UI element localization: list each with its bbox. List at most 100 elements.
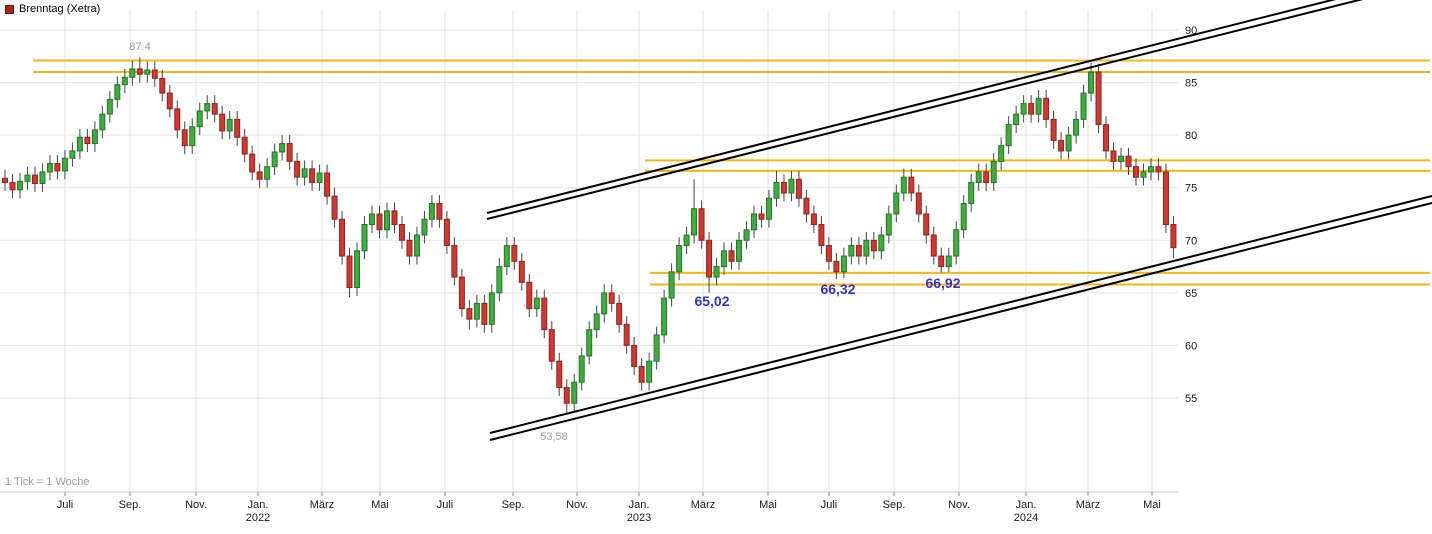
candle-body bbox=[354, 250, 361, 289]
price-annotation: 87.4 bbox=[129, 41, 150, 53]
candle-body bbox=[114, 84, 121, 100]
x-axis-label: Sep. bbox=[883, 499, 906, 511]
candle bbox=[331, 187, 338, 228]
candle bbox=[391, 202, 398, 233]
candle bbox=[983, 163, 990, 191]
candle-body bbox=[234, 118, 241, 138]
candle-body bbox=[316, 172, 323, 183]
candle-body bbox=[279, 143, 286, 153]
candle-body bbox=[938, 255, 945, 268]
candle-body bbox=[825, 245, 832, 262]
candle-body bbox=[736, 239, 743, 262]
candle bbox=[780, 174, 787, 202]
candle bbox=[593, 305, 600, 339]
candle bbox=[481, 294, 488, 333]
candle bbox=[848, 237, 855, 265]
candle bbox=[533, 289, 540, 318]
candle-body bbox=[159, 77, 166, 94]
candle bbox=[503, 237, 510, 275]
candle-body bbox=[443, 218, 450, 247]
candle-body bbox=[196, 110, 203, 128]
candle bbox=[99, 105, 106, 139]
candle bbox=[16, 172, 23, 199]
candle-body bbox=[855, 245, 862, 257]
legend: Brenntag (Xetra) bbox=[5, 3, 100, 15]
y-axis-label: 55 bbox=[1185, 393, 1197, 405]
y-axis-label: 65 bbox=[1185, 288, 1197, 300]
candle bbox=[1103, 116, 1110, 160]
candle bbox=[443, 210, 450, 254]
candle bbox=[818, 216, 825, 254]
candle bbox=[1147, 158, 1154, 181]
candle-body bbox=[975, 171, 982, 183]
candle-body bbox=[1118, 155, 1125, 162]
candle bbox=[803, 189, 810, 223]
candle-body bbox=[451, 245, 458, 278]
candle bbox=[706, 231, 713, 293]
x-axis-label: Nov. bbox=[566, 499, 588, 511]
trendline bbox=[486, 0, 1364, 220]
candle bbox=[84, 128, 91, 152]
candle bbox=[189, 118, 196, 155]
candle bbox=[870, 231, 877, 260]
candle bbox=[765, 189, 772, 228]
candle-body bbox=[668, 271, 675, 299]
candle-body bbox=[136, 68, 143, 75]
candle bbox=[578, 347, 585, 391]
candle bbox=[833, 252, 840, 279]
candle bbox=[1088, 62, 1095, 102]
candle-body bbox=[1170, 224, 1177, 249]
candle bbox=[286, 135, 293, 170]
candle bbox=[458, 268, 465, 318]
candle-body bbox=[398, 224, 405, 241]
candle bbox=[1058, 131, 1065, 160]
candle bbox=[136, 57, 143, 83]
candle-body bbox=[1147, 166, 1154, 173]
candle-body bbox=[9, 181, 16, 191]
candle-body bbox=[294, 160, 301, 178]
trendline bbox=[489, 202, 1432, 441]
candle-body bbox=[661, 297, 668, 336]
candle-body bbox=[1050, 118, 1057, 141]
candle-body bbox=[915, 192, 922, 215]
candle-body bbox=[998, 145, 1005, 162]
candle-body bbox=[683, 234, 690, 247]
trendline bbox=[489, 195, 1432, 434]
candle-body bbox=[69, 150, 76, 159]
candle-body bbox=[706, 239, 713, 278]
legend-marker-icon bbox=[5, 4, 14, 14]
candle bbox=[54, 155, 61, 180]
candle bbox=[885, 205, 892, 244]
candle-body bbox=[885, 213, 892, 236]
candle bbox=[825, 237, 832, 270]
candle bbox=[840, 247, 847, 279]
candle-body bbox=[571, 381, 578, 404]
candle-body bbox=[578, 355, 585, 383]
price-annotation: 66,92 bbox=[925, 275, 960, 291]
y-axis-label: 75 bbox=[1185, 183, 1197, 195]
candle bbox=[249, 145, 256, 181]
candle bbox=[46, 155, 53, 181]
candle-body bbox=[458, 276, 465, 310]
candle-body bbox=[1125, 155, 1132, 168]
candle bbox=[661, 289, 668, 344]
candle bbox=[908, 168, 915, 202]
candle-body bbox=[518, 260, 525, 283]
candle bbox=[938, 247, 945, 273]
candle-body bbox=[1140, 171, 1147, 178]
candle bbox=[114, 76, 121, 108]
candle bbox=[810, 205, 817, 233]
candle bbox=[61, 149, 68, 180]
x-axis-label: Sep. bbox=[119, 499, 142, 511]
candle bbox=[9, 174, 16, 199]
candle-body bbox=[900, 176, 907, 194]
candle bbox=[743, 221, 750, 249]
x-axis-label: Nov. bbox=[185, 499, 207, 511]
candle bbox=[106, 90, 113, 123]
candle bbox=[1125, 147, 1132, 176]
candle-body bbox=[1162, 171, 1169, 226]
candle-body bbox=[1005, 124, 1012, 147]
candle bbox=[31, 166, 38, 192]
candle-body bbox=[204, 103, 211, 112]
